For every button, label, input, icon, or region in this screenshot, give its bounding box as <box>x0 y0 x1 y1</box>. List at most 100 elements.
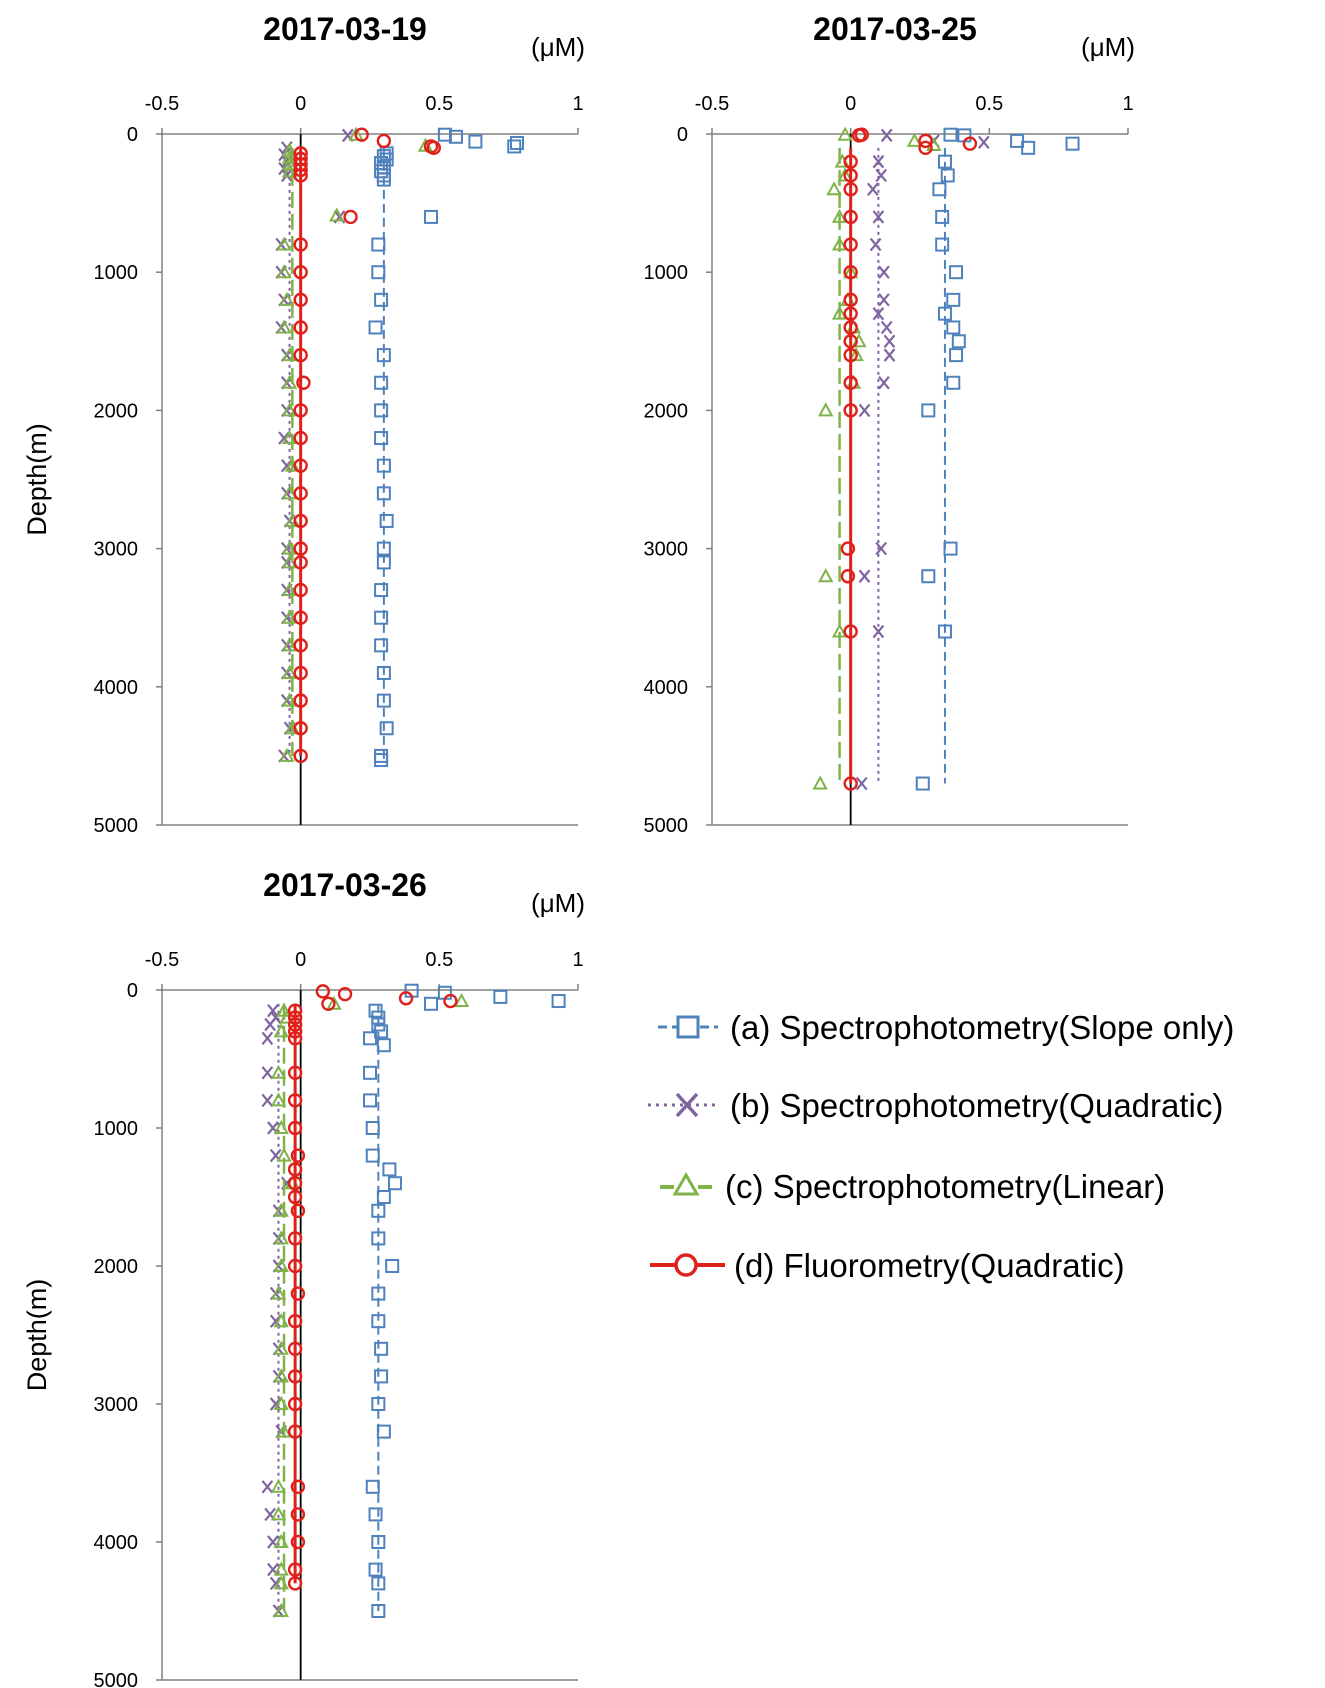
data-point-d <box>287 1189 303 1205</box>
data-point-d <box>293 320 308 335</box>
unit-label: (μM) <box>531 32 585 62</box>
data-point-a <box>387 1176 402 1191</box>
data-point-a <box>424 209 439 224</box>
data-point-c <box>837 126 853 141</box>
y-tick-label: 2000 <box>94 1256 139 1278</box>
data-point-c <box>273 1119 289 1134</box>
data-point-d <box>293 265 308 280</box>
data-point-c <box>279 291 295 306</box>
data-point-d <box>840 541 856 556</box>
chart-2017-03-25: 2017-03-25 (μM) -0.5 0 0.5 1 0 1000 2000 3000 4000… <box>644 11 1136 837</box>
data-point-d <box>290 1534 306 1550</box>
data-point-a <box>374 164 389 179</box>
y-tick-label: 3000 <box>644 539 689 561</box>
data-point-c <box>273 1368 289 1383</box>
data-point-b <box>261 1066 274 1080</box>
data-point-a <box>374 638 389 653</box>
data-point-c <box>326 995 342 1010</box>
data-point-d <box>287 1396 303 1412</box>
data-point-c <box>270 1506 287 1521</box>
data-point-a <box>376 486 391 501</box>
data-point-a <box>371 1286 386 1301</box>
data-point-c <box>848 347 864 362</box>
data-point-d <box>843 168 858 183</box>
data-point-d <box>293 292 308 308</box>
data-point-c <box>348 126 364 141</box>
data-point-a <box>363 1065 377 1080</box>
y-axis-label: Depth(m) <box>22 423 52 536</box>
data-point-d <box>293 693 308 708</box>
data-point-a <box>374 375 389 390</box>
data-point-c <box>831 305 848 320</box>
data-point-d <box>354 127 369 142</box>
data-point-a <box>937 154 952 169</box>
data-point-b <box>875 168 888 183</box>
data-point-c <box>281 485 298 500</box>
data-point-a <box>376 458 391 473</box>
data-point-c <box>279 747 295 762</box>
data-point-d <box>843 154 858 169</box>
data-point-b <box>264 1017 277 1032</box>
data-point-d <box>287 1258 303 1274</box>
data-point-c <box>281 402 298 417</box>
data-point-a <box>949 348 964 363</box>
data-point-d <box>287 1562 303 1577</box>
unit-label: (μM) <box>1081 32 1135 62</box>
data-point-a <box>374 583 389 598</box>
data-point-b <box>261 1093 274 1108</box>
data-point-a <box>376 541 391 556</box>
legend-label-c: (c) Spectrophotometry(Linear) <box>725 1168 1165 1205</box>
legend-label-b: (b) Spectrophotometry(Quadratic) <box>730 1087 1223 1124</box>
data-point-a <box>1065 136 1080 151</box>
data-point-a <box>951 334 966 349</box>
data-point-b <box>977 135 990 149</box>
data-point-a <box>374 610 389 625</box>
x-tick-label: 0.5 <box>975 93 1003 115</box>
data-point-a <box>365 1148 380 1163</box>
data-point-b <box>880 128 893 143</box>
data-point-c <box>270 1478 287 1493</box>
y-tick-label: 5000 <box>644 815 689 837</box>
data-point-d <box>287 1341 303 1357</box>
data-point-d <box>843 292 858 308</box>
data-point-d <box>293 162 308 178</box>
data-point-c <box>281 156 298 171</box>
data-point-a <box>937 306 952 321</box>
unit-label: (μM) <box>531 888 585 918</box>
data-point-a <box>1021 140 1036 155</box>
data-point-b <box>875 541 888 556</box>
data-point-a <box>363 1093 377 1108</box>
data-point-d <box>290 1479 306 1495</box>
data-point-d <box>293 458 308 473</box>
data-point-c <box>270 1092 287 1107</box>
data-point-a <box>371 1576 386 1591</box>
data-point-a <box>509 135 524 150</box>
data-point-a <box>385 1259 400 1273</box>
data-point-b <box>872 154 885 169</box>
data-point-b <box>883 334 896 349</box>
legend-item-b: (b) Spectrophotometry(Quadratic) <box>648 1087 1223 1124</box>
series-c <box>270 992 470 1617</box>
data-point-c <box>281 609 298 624</box>
data-point-d <box>290 1203 306 1219</box>
data-point-a <box>379 513 394 528</box>
data-point-a <box>368 1562 383 1577</box>
data-point-d <box>293 555 308 570</box>
data-point-a <box>493 989 508 1004</box>
data-point-d <box>843 237 858 252</box>
data-point-a <box>376 555 391 570</box>
data-point-b <box>872 210 885 224</box>
data-point-d <box>376 133 392 149</box>
y-tick-label: 4000 <box>644 677 689 699</box>
data-point-b <box>872 624 885 639</box>
series-a <box>368 127 524 768</box>
data-point-a <box>365 1479 380 1494</box>
data-point-c <box>273 1202 289 1217</box>
data-point-c <box>281 163 298 178</box>
data-point-a <box>376 1424 391 1439</box>
data-point-d <box>287 1369 303 1384</box>
data-point-d <box>315 984 331 999</box>
data-point-d <box>287 1313 303 1329</box>
data-point-b <box>878 265 890 279</box>
data-point-c <box>281 540 298 555</box>
